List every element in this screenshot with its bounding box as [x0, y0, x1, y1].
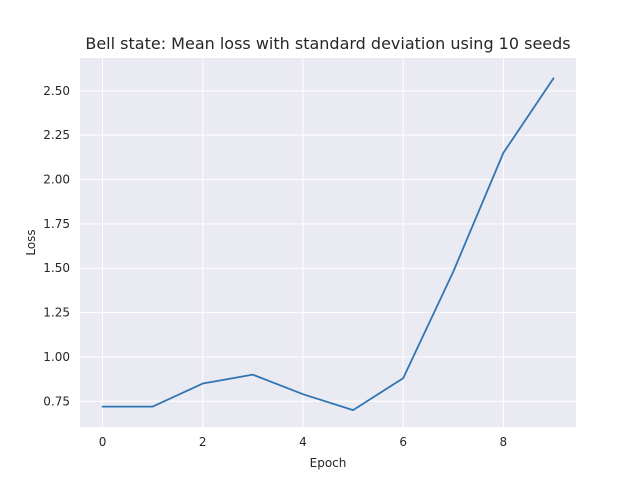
y-tick-label: 2.25 — [43, 128, 70, 142]
x-tick-label: 0 — [99, 435, 107, 449]
y-tick-label: 0.75 — [43, 394, 70, 408]
series-group — [101, 77, 555, 412]
y-axis-label: Loss — [24, 229, 38, 255]
x-axis-label: Epoch — [310, 456, 347, 470]
y-tick-label: 2.50 — [43, 84, 70, 98]
y-tick-label: 2.00 — [43, 173, 70, 187]
y-tick-label: 1.50 — [43, 261, 70, 275]
y-tick-label: 1.00 — [43, 350, 70, 364]
series-line-mean-loss — [101, 77, 555, 412]
x-tick-labels: 0 2 4 6 8 — [99, 435, 507, 449]
x-gridlines — [102, 58, 504, 427]
chart-title: Bell state: Mean loss with standard devi… — [85, 34, 570, 53]
x-tick-label: 6 — [399, 435, 407, 449]
y-tick-labels: 0.75 1.00 1.25 1.50 1.75 2.00 2.25 2.50 — [43, 84, 70, 408]
x-tick-label: 2 — [199, 435, 207, 449]
y-tick-label: 1.25 — [43, 306, 70, 320]
x-tick-label: 4 — [299, 435, 307, 449]
y-tick-label: 1.75 — [43, 217, 70, 231]
plot-area — [80, 58, 576, 427]
x-tick-label: 8 — [500, 435, 508, 449]
